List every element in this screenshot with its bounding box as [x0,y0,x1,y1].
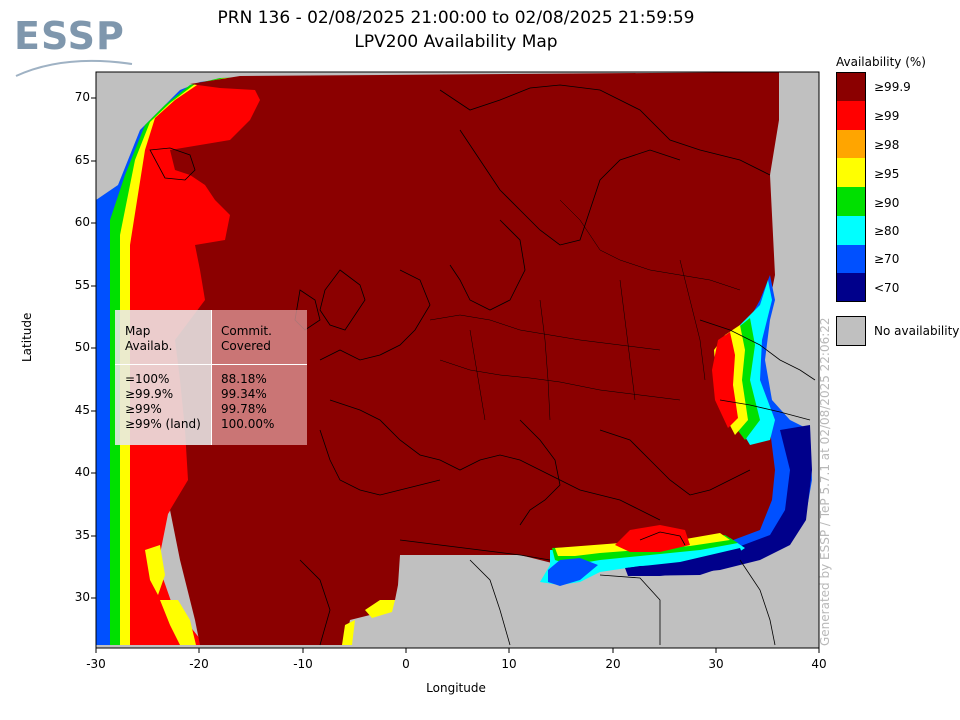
s-band-95 [365,600,395,618]
coverage-stats-table: Map Availab. Commit. Covered =100% ≥99.9… [115,310,307,445]
plot-frame [95,71,820,649]
stats-left-column [115,310,211,445]
stats-right-column [211,310,307,445]
legend-swatch [836,72,866,101]
legend-label: ≥70 [874,252,900,266]
y-tick-label: 65 [74,153,90,167]
south-band-70 [548,558,598,586]
legend-label-no-availability: No availability [874,324,960,338]
y-tick-label: 60 [74,215,90,229]
y-tick-label: 40 [74,465,90,479]
east-band-99 [712,332,738,428]
page-title: PRN 136 - 02/08/2025 21:00:00 to 02/08/2… [217,8,695,28]
stats-rows-left: =100% ≥99.9% ≥99% ≥99% (land) [125,372,201,431]
essp-logo: ESSP [14,14,154,84]
y-tick-label: 45 [74,403,90,417]
stats-header-left: Map Availab. [125,324,173,353]
east-band-lt70 [628,425,812,576]
y-tick-label: 30 [74,590,90,604]
stats-header-right: Commit. Covered [221,324,272,353]
legend-label: ≥90 [874,196,900,210]
logo-text: ESSP [14,14,125,58]
south-band-lt70 [625,548,745,576]
x-tick-label: -30 [86,657,106,671]
legend-swatch-no-availability [836,316,866,346]
x-tick-label: -20 [189,657,209,671]
legend-label: ≥98 [874,138,900,152]
x-tick-label: 30 [708,657,724,671]
s-band-95b [342,620,355,645]
south-band-crete [615,525,690,552]
x-axis-label: Longitude [426,681,486,695]
legend-swatch [836,244,866,274]
y-tick-label: 35 [74,528,90,542]
y-tick-label: 55 [74,278,90,292]
logo-swoosh-icon [15,59,133,77]
east-band-70 [628,275,812,575]
y-tick-label: 50 [74,340,90,354]
country-borders [429,199,741,421]
legend-label: ≥99.9 [874,80,911,94]
sw-band-95 [145,545,165,595]
legend-title: Availability (%) [836,55,926,69]
legend-label: ≥95 [874,167,900,181]
coastlines [149,84,816,646]
legend-frame [836,72,866,302]
x-tick-label: 20 [605,657,621,671]
legend-label: ≥80 [874,224,900,238]
x-tick-label: -10 [293,657,313,671]
legend-label: ≥99 [874,109,900,123]
axis-ticks [91,97,820,653]
y-axis-label: Latitude [20,312,34,362]
y-tick-label: 70 [74,90,90,104]
x-tick-label: 40 [811,657,827,671]
x-tick-label: 10 [501,657,517,671]
generated-credit: Generated by ESSP / TeP 5.7.1 at 02/08/2… [818,317,832,646]
legend-swatch [836,129,866,159]
page-subtitle: LPV200 Availability Map [354,32,558,52]
sw-band-95b [160,600,196,645]
legend-label: <70 [874,281,900,295]
stats-divider [211,310,212,445]
x-tick-label: 0 [402,657,410,671]
stats-rows-right: 88.18% 99.34% 99.78% 100.00% [221,372,275,431]
